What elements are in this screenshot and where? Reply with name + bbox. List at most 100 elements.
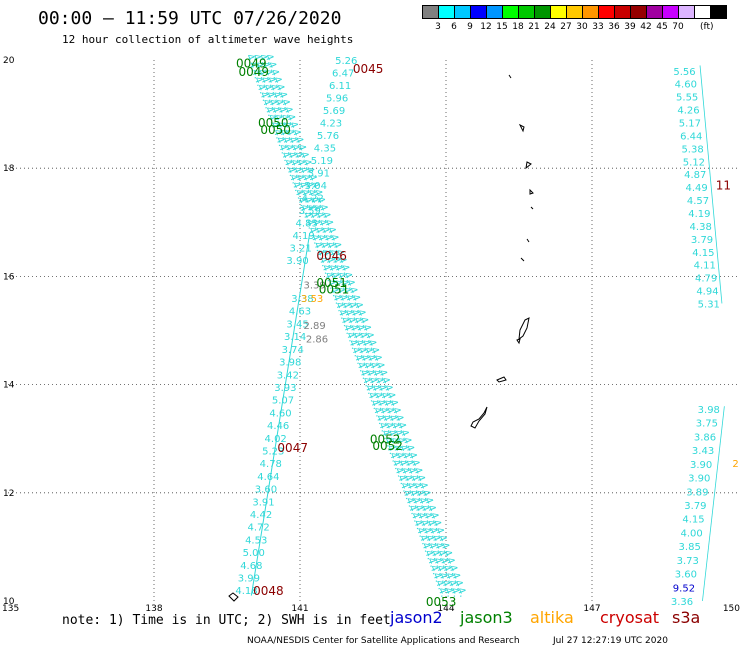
- track-time-label: 0051: [319, 282, 350, 296]
- track-mark: 4.: [295, 195, 309, 208]
- lat-tick-label: 20: [3, 56, 15, 66]
- track-mark: 4.: [432, 541, 446, 554]
- swh-value: 3.75: [696, 419, 718, 430]
- swh-value: 4.57: [687, 196, 709, 207]
- legend-label: 36: [608, 22, 620, 32]
- track-time-label: 0049: [236, 57, 267, 71]
- track-mark: 4.: [246, 60, 260, 73]
- track-mark: 4.: [408, 473, 422, 486]
- track-mark: 4.: [379, 376, 393, 389]
- track-mark: 4.: [368, 346, 382, 359]
- swh-value: 3.79: [684, 501, 706, 512]
- guam-island: [470, 406, 488, 429]
- track-mark: 4.: [339, 301, 353, 314]
- track-mark: 4.: [340, 285, 354, 298]
- swh-value: 3.42: [277, 370, 299, 381]
- track-mark: 4.: [371, 406, 385, 419]
- track-mark: 4.: [309, 218, 323, 231]
- track-mark: 4.: [402, 458, 416, 471]
- swh-value: 3.36: [671, 597, 693, 608]
- track-mark: 4.: [336, 255, 350, 268]
- swh-value: 3.91: [308, 169, 330, 180]
- swh-value: 4.22: [302, 194, 324, 205]
- track-mark: 4.: [393, 451, 407, 464]
- track-mark: 4.: [354, 361, 368, 374]
- track-mark: 4.: [290, 165, 304, 178]
- track-mark: 4.: [329, 255, 343, 268]
- lon-tick-label: 141: [291, 604, 308, 614]
- swh-value: 3.89: [686, 487, 708, 498]
- track-mark: 4.: [333, 301, 347, 314]
- track-mark: 4.: [422, 548, 436, 561]
- track-mark: 4.: [296, 180, 310, 193]
- track-mark: 4.: [278, 113, 292, 126]
- track-mark: 4.: [428, 548, 442, 561]
- track-mark: 4.: [272, 98, 286, 111]
- legend-label: 39: [624, 22, 636, 32]
- lat-lon-grid: 135 138 141 144 147 150 20 18 16 14 12 10: [2, 56, 740, 614]
- swh-value: 4.60: [269, 408, 291, 419]
- track-time-label: 0049: [238, 65, 269, 79]
- swh-value: 4.53: [245, 535, 267, 546]
- track-mark: 4.: [442, 586, 456, 599]
- swh-value: 4.79: [695, 274, 717, 285]
- legend-label: 42: [640, 22, 652, 32]
- track-mark: 4.: [285, 150, 299, 163]
- swh-value: 3.91: [252, 497, 274, 508]
- lat-tick-label: 14: [3, 381, 15, 391]
- track-mark: 4.: [274, 120, 288, 133]
- tinian-island: [516, 338, 521, 345]
- track-mark: 4.: [396, 458, 410, 471]
- track-mark: 4.: [327, 285, 341, 298]
- track-mark: 4.: [263, 53, 277, 66]
- track-mark: 4.: [349, 346, 363, 359]
- track-mark: 4.: [268, 68, 282, 81]
- legend-label: 12: [480, 22, 492, 32]
- track-mark: 4.: [425, 556, 439, 569]
- track-mark: 4.: [443, 571, 457, 584]
- track-time-label: 0047: [277, 441, 308, 455]
- swh-value: 5.00: [243, 548, 265, 559]
- track-time-label: 0050: [258, 116, 289, 130]
- asuncion-island: [530, 206, 534, 210]
- track-mark: 4.: [342, 308, 356, 321]
- track-mark: 4.: [337, 278, 351, 291]
- swh-value: 3.38: [291, 294, 313, 305]
- swh-value: 5.07: [272, 396, 294, 407]
- track-mark: 4.: [257, 90, 271, 103]
- track-line: [250, 233, 311, 596]
- track-mark: 4.: [411, 466, 425, 479]
- swh-value: 3.39: [303, 281, 325, 292]
- track-mark: 4.: [390, 458, 404, 471]
- track-mark: 4.: [294, 158, 308, 171]
- track-mark: 4.: [373, 361, 387, 374]
- track-mark: 4.: [356, 331, 370, 344]
- track-mark: 4.: [375, 383, 389, 396]
- lon-tick-label: 150: [723, 604, 740, 614]
- swh-value: 4.23: [320, 119, 342, 130]
- track-mark: 4.: [419, 488, 433, 501]
- track-mark: 4.: [282, 143, 296, 156]
- lat-tick-label: 10: [3, 597, 15, 607]
- track-mark: 4.: [307, 210, 321, 223]
- swh-value: 4.18: [235, 586, 257, 597]
- track-mark: 4.: [380, 413, 394, 426]
- track-mark: 4.: [394, 436, 408, 449]
- track-mark: 4.: [346, 285, 360, 298]
- track-mark: 4.: [318, 225, 332, 238]
- legend-label: 33: [592, 22, 604, 32]
- track-mark: 4.: [290, 128, 304, 141]
- track-mark: 4.: [333, 248, 347, 261]
- swh-value: 4.15: [692, 248, 714, 259]
- swh-value: 4.19: [293, 231, 315, 242]
- swh-value: 4.35: [314, 144, 336, 155]
- lon-tick-label: 138: [145, 604, 162, 614]
- swh-value: 5.26: [335, 56, 357, 67]
- track-mark: 4.: [262, 105, 276, 118]
- track-mark: 4.: [400, 488, 414, 501]
- credit-line: NOAA/NESDIS Center for Satellite Applica…: [247, 636, 520, 646]
- swh-value: 4.49: [686, 183, 708, 194]
- track-mark: 4.: [412, 503, 426, 516]
- swh-value: 6.11: [329, 81, 351, 92]
- swh-value: 3.74: [282, 345, 304, 356]
